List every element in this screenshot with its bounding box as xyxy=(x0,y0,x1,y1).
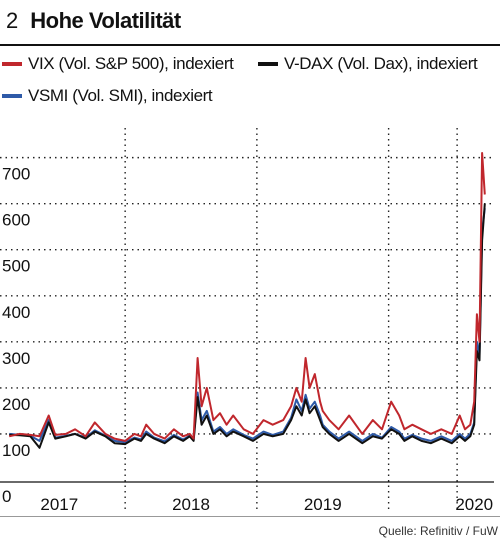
legend-swatch-vix xyxy=(2,62,22,66)
x-tick-label-2017: 2017 xyxy=(40,495,78,514)
legend-swatch-vsmi xyxy=(2,94,22,98)
chart-title: Hohe Volatilität xyxy=(30,8,181,33)
legend-swatch-vdax xyxy=(258,62,278,66)
series-line-2 xyxy=(9,208,486,444)
top-rule xyxy=(0,44,500,46)
legend-item-vsmi: VSMI (Vol. SMI), indexiert xyxy=(2,86,213,106)
x-tick-label-2019: 2019 xyxy=(304,495,342,514)
y-tick-label-0: 0 xyxy=(2,487,11,506)
y-tick-label-300: 300 xyxy=(2,349,30,368)
y-tick-label-600: 600 xyxy=(2,211,30,230)
legend-item-vdax: V-DAX (Vol. Dax), indexiert xyxy=(258,54,478,74)
legend-item-vix: VIX (Vol. S&P 500), indexiert xyxy=(2,54,234,74)
legend: VIX (Vol. S&P 500), indexiert V-DAX (Vol… xyxy=(0,50,500,120)
x-tick-label-2020: 2020 xyxy=(455,495,493,514)
y-tick-label-500: 500 xyxy=(2,257,30,276)
y-tick-label-400: 400 xyxy=(2,303,30,322)
y-tick-label-700: 700 xyxy=(2,165,30,184)
source-note: Quelle: Refinitiv / FuW xyxy=(378,524,498,538)
x-tick-label-2018: 2018 xyxy=(172,495,210,514)
bottom-rule xyxy=(0,516,500,517)
figure-header: 2 Hohe Volatilität xyxy=(6,8,181,36)
y-tick-label-200: 200 xyxy=(2,395,30,414)
y-tick-label-100: 100 xyxy=(2,441,30,460)
series-line-0 xyxy=(8,152,486,442)
legend-label-vdax: V-DAX (Vol. Dax), indexiert xyxy=(284,54,478,73)
figure-number: 2 xyxy=(6,8,19,33)
series-line-1 xyxy=(9,203,486,449)
legend-label-vix: VIX (Vol. S&P 500), indexiert xyxy=(28,54,234,73)
legend-label-vsmi: VSMI (Vol. SMI), indexiert xyxy=(28,86,213,105)
